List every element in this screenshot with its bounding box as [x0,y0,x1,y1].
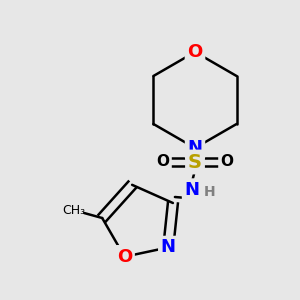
Text: N: N [184,181,200,199]
Text: N: N [161,238,176,256]
Text: O: O [157,154,169,169]
Text: O: O [117,248,132,266]
Text: O: O [220,154,233,169]
Text: CH₃: CH₃ [63,203,86,217]
Text: H: H [204,185,216,199]
Text: S: S [188,152,202,172]
Text: N: N [188,139,202,157]
Text: O: O [188,43,202,61]
